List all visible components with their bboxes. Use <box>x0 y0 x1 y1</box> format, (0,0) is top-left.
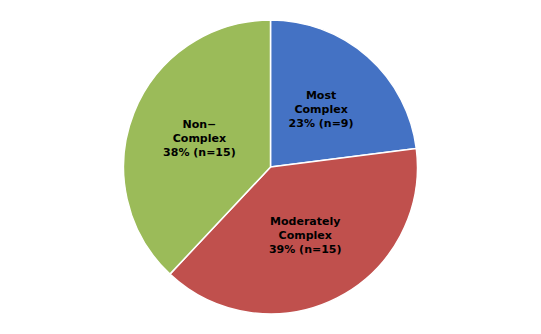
svg-text:Complex: Complex <box>279 229 332 242</box>
svg-text:Complex: Complex <box>294 103 347 116</box>
svg-text:23% (n=9): 23% (n=9) <box>289 117 354 130</box>
svg-text:Non−: Non− <box>182 118 216 131</box>
svg-text:38% (n=15): 38% (n=15) <box>163 146 236 159</box>
svg-text:Moderately: Moderately <box>270 215 340 228</box>
svg-text:39% (n=15): 39% (n=15) <box>269 243 342 256</box>
svg-text:Most: Most <box>306 89 336 102</box>
svg-text:Complex: Complex <box>173 132 226 145</box>
